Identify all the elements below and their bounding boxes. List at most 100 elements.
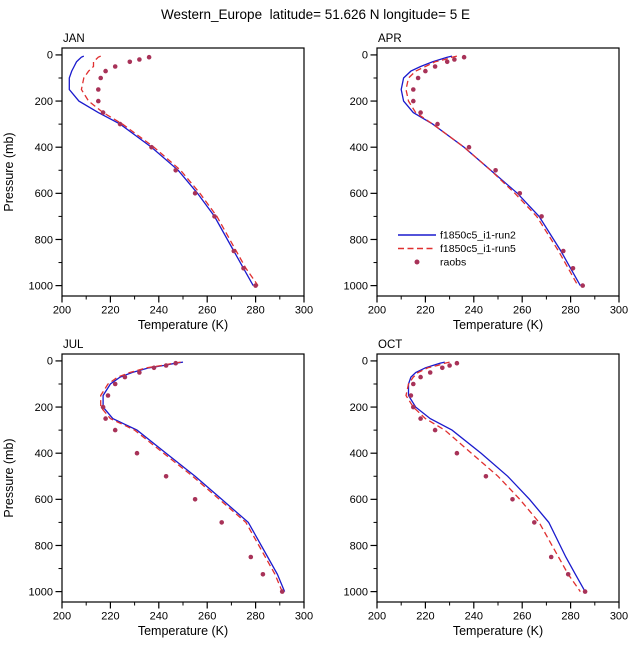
- data-point: [444, 59, 450, 65]
- x-tick-label: 300: [610, 611, 628, 623]
- x-tick-label: 220: [101, 611, 119, 623]
- data-point: [137, 57, 142, 62]
- data-point: [454, 450, 460, 456]
- y-tick-label: 400: [35, 142, 53, 154]
- data-point: [192, 191, 198, 196]
- y-tick-label: 0: [362, 50, 368, 62]
- data-point: [432, 64, 438, 69]
- data-point: [411, 404, 416, 410]
- x-tick-label: 280: [561, 305, 579, 317]
- data-point: [561, 248, 566, 254]
- data-point: [100, 110, 106, 115]
- y-tick-label: 800: [35, 540, 53, 552]
- data-point: [418, 374, 423, 380]
- data-point: [173, 360, 178, 366]
- y-tick-label: 1000: [29, 280, 53, 292]
- x-axis-title: Temperature (K): [138, 318, 228, 332]
- axes: 200 220 240 260 280 300 0 200 400 600 800 1000: [344, 47, 628, 317]
- x-tick-label: 240: [150, 611, 168, 623]
- data-point: [565, 572, 571, 577]
- y-tick-label: 1000: [29, 586, 53, 598]
- data-point: [532, 520, 537, 525]
- y-tick-label: 600: [350, 494, 368, 506]
- data-point: [134, 450, 140, 456]
- data-point: [466, 144, 472, 150]
- data-point: [127, 59, 133, 65]
- x-tick-label: 220: [416, 305, 434, 317]
- y-tick-label: 200: [35, 402, 53, 414]
- data-point: [408, 393, 414, 398]
- series-line-run5: [405, 55, 579, 286]
- y-tick-label: 800: [35, 234, 53, 246]
- legend-label: raobs: [440, 257, 466, 269]
- data-point: [163, 474, 169, 479]
- data-point: [418, 416, 423, 421]
- data-point: [582, 589, 588, 594]
- x-tick-label: 260: [198, 305, 216, 317]
- data-point: [105, 393, 111, 398]
- data-point: [580, 283, 585, 288]
- x-tick-label: 200: [368, 305, 386, 317]
- chart-panel-jul: 200 220 240 260 280 300 0 200 400 600 800 1000 JUL Te…: [2, 339, 313, 638]
- data-point: [137, 370, 142, 375]
- data-point: [510, 497, 515, 502]
- y-tick-label: 1000: [344, 586, 368, 598]
- data-point: [122, 374, 128, 380]
- data-point: [103, 416, 108, 421]
- legend-marker-dot: [414, 259, 420, 265]
- data-point: [454, 360, 460, 366]
- data-point: [427, 370, 433, 375]
- axes: 200 220 240 260 280 300 0 200 400 600 800 1000: [29, 353, 313, 623]
- data-point: [418, 110, 423, 115]
- data-point: [212, 214, 217, 219]
- y-tick-label: 200: [35, 96, 53, 108]
- x-tick-label: 280: [561, 611, 579, 623]
- x-tick-label: 220: [416, 611, 434, 623]
- data-point: [112, 427, 118, 433]
- legend-label: f1850c5_i1-run2: [440, 230, 516, 242]
- y-tick-label: 1000: [344, 280, 368, 292]
- series-line-run2: [400, 55, 581, 286]
- series-line-run5: [100, 361, 283, 592]
- data-point: [432, 427, 438, 433]
- x-tick-label: 240: [465, 305, 483, 317]
- x-tick-label: 240: [465, 611, 483, 623]
- data-point: [411, 87, 416, 92]
- axes: 200 220 240 260 280 300 0 200 400 600 800 1000: [344, 353, 628, 623]
- data-point: [149, 144, 154, 150]
- y-tick-label: 0: [362, 356, 368, 368]
- x-axis-title: Temperature (K): [453, 624, 543, 638]
- chart-panel-oct: 200 220 240 260 280 300 0 200 400 600 800 1000 OCT Te…: [344, 339, 629, 638]
- figure: Western_Europe latitude= 51.626 N longit…: [0, 5, 631, 638]
- data-point: [548, 554, 554, 560]
- panel-label: APR: [378, 33, 402, 45]
- x-tick-label: 200: [53, 305, 71, 317]
- data-point: [103, 68, 108, 74]
- data-point: [219, 520, 224, 525]
- series-line-run5: [405, 361, 581, 592]
- y-axis-title: Pressure (mb): [2, 438, 16, 517]
- data-point: [415, 75, 421, 81]
- x-tick-label: 280: [246, 611, 264, 623]
- panel-label: OCT: [378, 339, 402, 351]
- y-tick-label: 400: [350, 448, 368, 460]
- data-point: [100, 404, 106, 410]
- x-tick-label: 260: [513, 305, 531, 317]
- data-point: [241, 266, 246, 271]
- y-tick-label: 200: [350, 96, 368, 108]
- x-tick-label: 300: [295, 305, 313, 317]
- x-tick-label: 300: [610, 305, 628, 317]
- chart-panel-apr: 200 220 240 260 280 300 0 200 400 600 800 1000 APR Te…: [344, 33, 629, 332]
- data-point: [96, 98, 101, 104]
- data-point: [539, 214, 544, 219]
- y-tick-label: 600: [35, 494, 53, 506]
- y-tick-label: 600: [35, 188, 53, 200]
- data-point: [96, 87, 101, 92]
- data-point: [192, 497, 198, 502]
- panel-label: JAN: [63, 33, 85, 45]
- data-point: [98, 75, 103, 81]
- y-tick-label: 0: [47, 50, 53, 62]
- x-tick-label: 300: [295, 611, 313, 623]
- data-point: [151, 365, 157, 371]
